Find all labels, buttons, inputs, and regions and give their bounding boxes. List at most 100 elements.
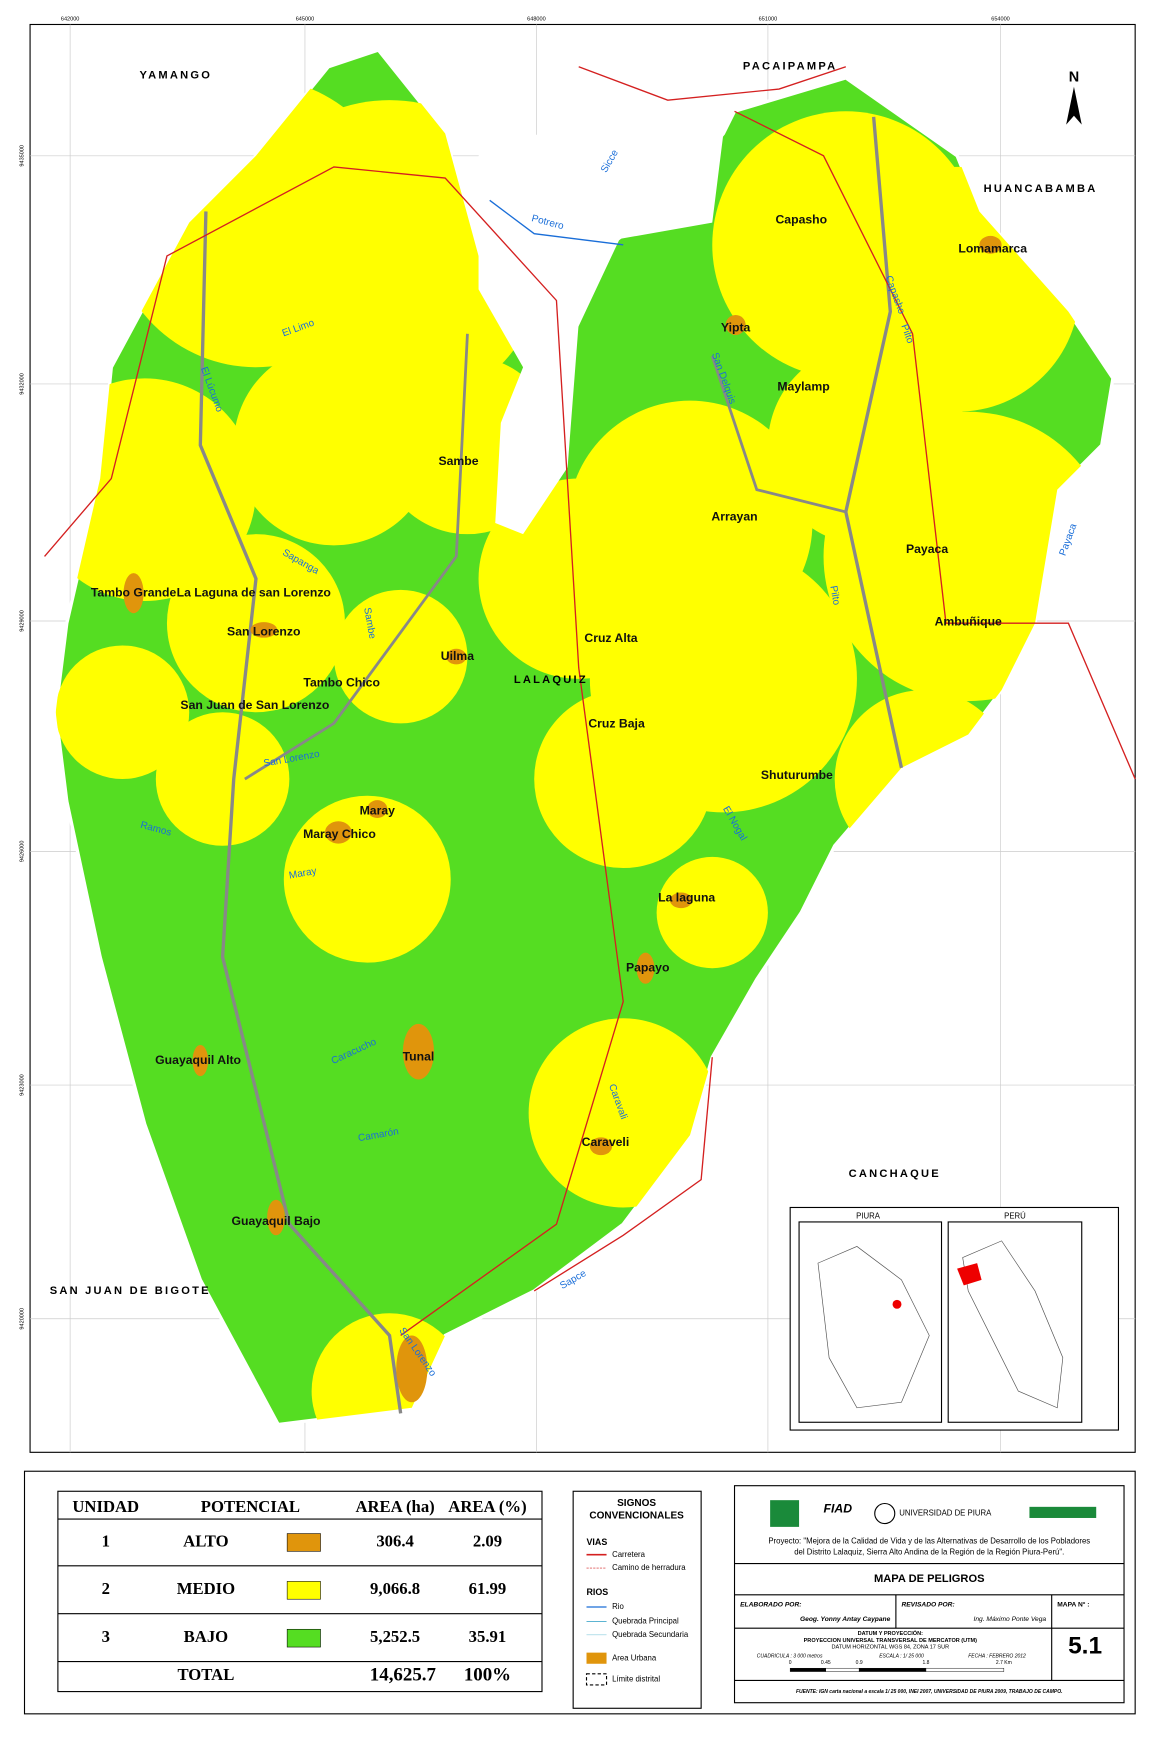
header: AREA (%) (448, 1497, 526, 1516)
unit: 3 (102, 1627, 110, 1646)
place-name: Cruz Alta (584, 631, 637, 645)
place-name: Capasho (775, 213, 827, 227)
coord: 648000 (527, 16, 546, 22)
author: Geog. Yonny Antay Caypane (800, 1616, 891, 1623)
source: FUENTE: IGN carta nacional a escala 1/ 2… (796, 1689, 1063, 1695)
place-name: Maylamp (777, 380, 829, 394)
rivers-roads (44, 66, 1136, 1414)
signs-title: CONVENCIONALES (589, 1510, 684, 1521)
place-name: Uilma (441, 649, 475, 663)
place-name: Sambe (438, 454, 478, 468)
place-name: San Lorenzo (227, 624, 300, 638)
scale-label: 2.7 Km (996, 1660, 1012, 1666)
fiad: FIAD (824, 1501, 853, 1515)
datum: PROYECCION UNIVERSAL TRANSVERSAL DE MERC… (804, 1638, 978, 1644)
place-names: Capasho Lomamarca Yipta Maylamp Sambe Arrayan… (91, 213, 1027, 1229)
place-name: San Juan de San Lorenzo (180, 698, 329, 712)
swatch (286, 1533, 321, 1552)
scale-label: 0.45 (821, 1660, 831, 1666)
river-name: Pilto (827, 585, 841, 606)
potential: BAJO (184, 1627, 229, 1646)
project: Proyecto: "Mejora de la Calidad de Vida … (768, 1536, 1090, 1545)
scale-label: 0.9 (856, 1660, 863, 1666)
inset-label: PIURA (856, 1211, 881, 1220)
swatch (286, 1628, 321, 1648)
place-name: Arrayan (711, 510, 757, 524)
coord: 9426000 (20, 841, 26, 863)
title-block: FIAD UNIVERSIDAD DE PIURA Proyecto: "Mej… (733, 1485, 1125, 1704)
place-name: Papayo (626, 960, 670, 974)
neighbor: PACAIPAMPA (743, 61, 837, 73)
datum: DATUM HORIZONTAL WGS 84, ZONA 17 SUR (832, 1645, 950, 1651)
sign-head: VIAS (587, 1537, 608, 1547)
scale-segment (858, 1667, 927, 1672)
coord: 642000 (61, 16, 80, 22)
reviewer: Ing. Máximo Ponte Vega (973, 1616, 1046, 1623)
place-name: Caraveli (582, 1135, 630, 1149)
sign: Quebrada Principal (612, 1617, 679, 1626)
date-info: FECHA : FEBRERO 2012 (968, 1653, 1026, 1659)
neighbor: CANCHAQUE (849, 1168, 941, 1180)
potential: MEDIO (177, 1579, 235, 1598)
sign: Rio (612, 1602, 624, 1611)
area-pct: 2.09 (473, 1531, 502, 1550)
signs: SIGNOS CONVENCIONALES VIAS Carretera Cam… (572, 1490, 702, 1709)
scale-label: 1.8 (922, 1660, 929, 1666)
river-name: Sambe (361, 607, 377, 641)
place-name: La Laguna de san Lorenzo (177, 585, 331, 599)
place-name: Maray Chico (303, 827, 376, 841)
sign: Límite distrital (612, 1674, 660, 1683)
total-pct: 100% (464, 1664, 511, 1685)
swatch (286, 1581, 321, 1600)
map-title: MAPA DE PELIGROS (874, 1573, 985, 1585)
label: MAPA N° : (1057, 1601, 1089, 1609)
scale-segment (789, 1667, 827, 1672)
coord: 651000 (759, 16, 778, 22)
north-arrow: N (1069, 70, 1079, 86)
neighbor: YAMANGO (140, 70, 213, 82)
labels: YAMANGO PACAIPAMPA HUANCABAMBA LALAQUIZ … (50, 61, 1098, 1297)
neighbor: HUANCABAMBA (984, 183, 1098, 195)
legend-table: UNIDAD POTENCIAL AREA (ha) AREA (%) 1 ALT… (57, 1490, 543, 1693)
area-pct: 35.91 (469, 1627, 507, 1646)
inset-maps: PIURA PERÚ (789, 1206, 1120, 1431)
sign: Camino de herradura (612, 1563, 686, 1572)
header: UNIDAD (72, 1497, 139, 1516)
sign-head: RIOS (587, 1587, 609, 1597)
place-name: La laguna (658, 890, 715, 904)
datum: DATUM Y PROYECCIÓN: (858, 1629, 923, 1637)
north-arrow-icon (1066, 86, 1082, 125)
area-ha: 9,066.8 (370, 1579, 420, 1598)
unit: 1 (102, 1531, 110, 1550)
place-name: Tambo Chico (303, 676, 380, 690)
area-pct: 61.99 (469, 1579, 507, 1598)
sign: Area Urbana (612, 1653, 657, 1662)
signs-title: SIGNOS (617, 1498, 656, 1509)
place-name: Cruz Baja (588, 717, 645, 731)
scale-segment (925, 1667, 1005, 1672)
area-ha: 306.4 (376, 1531, 414, 1550)
place-name: Payaca (906, 542, 948, 556)
map-number: 5.1 (1068, 1633, 1102, 1660)
total-area: 14,625.7 (370, 1664, 436, 1685)
place-name: Yipta (721, 321, 751, 335)
place-name: Tunal (403, 1049, 435, 1063)
scale-label: 0 (789, 1660, 792, 1666)
project: del Distrito Lalaquiz, Sierra Alto Andin… (794, 1548, 1064, 1557)
header: AREA (ha) (355, 1497, 434, 1516)
neighbor: LALAQUIZ (514, 674, 588, 686)
coord: 9432000 (20, 373, 26, 395)
scale-info: ESCALA : 1/ 25 000 (879, 1653, 924, 1659)
coord: 9423000 (20, 1074, 26, 1096)
sign: Quebrada Secundaria (612, 1630, 689, 1639)
urban-areas (123, 235, 1002, 1403)
coordinates: 642000 645000 648000 651000 654000 9435000 94… (20, 16, 1010, 1329)
coord: 645000 (296, 16, 315, 22)
label: REVISADO POR: (901, 1602, 954, 1609)
place-name: Lomamarca (958, 242, 1027, 256)
inset-label: PERÚ (1004, 1211, 1026, 1220)
place-name: Ambuñique (935, 614, 1002, 628)
neighbor: SAN JUAN DE BIGOTE (50, 1285, 211, 1297)
place-name: Guayaquil Bajo (231, 1214, 320, 1228)
